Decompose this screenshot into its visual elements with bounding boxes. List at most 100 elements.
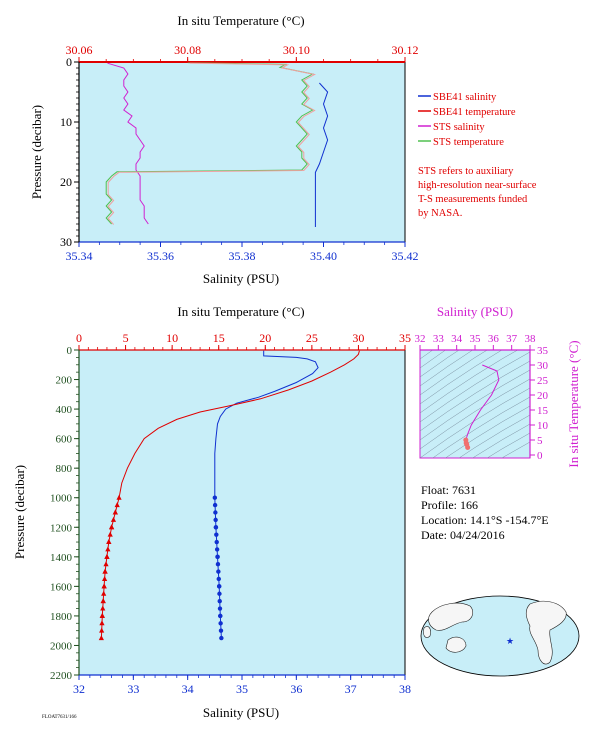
temperature-marker	[103, 561, 109, 567]
temperature-marker	[104, 553, 110, 559]
temperature-marker	[107, 531, 113, 537]
legend-label-sbe41-temperature: SBE41 temperature	[433, 107, 516, 118]
salinity-marker	[215, 554, 220, 560]
near-surface-x-axis-label: Salinity (PSU)	[203, 271, 279, 286]
density-contour	[420, 350, 474, 387]
series-temperature	[100, 350, 360, 639]
near-surface-pressure-tick-label: 10	[60, 115, 72, 129]
salinity-marker	[213, 525, 219, 530]
temperature-marker	[99, 620, 105, 626]
deep-temperature-tick-label: 5	[123, 331, 129, 345]
deep-temperature-tick-label: 0	[76, 331, 82, 345]
sts-note-line: T-S measurements funded	[418, 194, 528, 205]
near-surface-salinity-tick-label: 35.38	[229, 249, 256, 263]
near-surface-pressure-tick-label: 20	[60, 175, 72, 189]
temperature-marker	[109, 524, 115, 530]
density-contour	[420, 351, 530, 423]
density-contour	[420, 350, 518, 414]
near-surface-pressure-tick-label: 0	[66, 55, 72, 69]
deep-temperature-tick-label: 10	[166, 331, 178, 345]
deep-salinity-tick-label: 33	[127, 682, 139, 696]
salinity-marker	[218, 613, 223, 619]
deep-pressure-tick-label: 1000	[50, 493, 73, 505]
density-contour	[432, 396, 530, 458]
ts-diagram-axes: 32 33 34 35 36 37 38 0 5 10 15 20 25 30 35	[415, 333, 549, 462]
deep-profile-series	[98, 350, 360, 641]
salinity-marker	[217, 606, 223, 611]
deep-profile-y-axis-label: Pressure (decibar)	[12, 465, 27, 559]
deep-profile-x-axis-label: Salinity (PSU)	[203, 705, 279, 720]
legend-label-sts-temperature: STS temperature	[433, 137, 504, 148]
deep-pressure-tick-label: 1200	[50, 522, 73, 534]
near-surface-top-axis-label: In situ Temperature (°C)	[177, 13, 304, 28]
sts-note-line: by NASA.	[418, 208, 462, 219]
salinity-marker	[217, 591, 222, 596]
near-surface-temperature-tick-label: 30.12	[392, 43, 419, 57]
ts-salinity-tick-label: 35	[470, 333, 482, 345]
salinity-marker	[219, 635, 224, 641]
near-surface-salinity-tick-label: 35.40	[310, 249, 337, 263]
deep-salinity-tick-label: 36	[290, 682, 302, 696]
temperature-marker	[112, 509, 118, 515]
deep-pressure-tick-label: 200	[56, 375, 73, 387]
deep-temperature-tick-label: 15	[213, 331, 225, 345]
density-contour	[458, 414, 530, 458]
deep-pressure-tick-label: 0	[67, 345, 73, 357]
legend: SBE41 salinity SBE41 temperature STS sal…	[418, 92, 537, 219]
temperature-marker	[100, 605, 106, 611]
sts-note-line: STS refers to auxiliary	[418, 166, 514, 177]
density-contour	[420, 350, 503, 405]
density-contour	[486, 432, 530, 458]
density-contour	[472, 423, 530, 458]
salinity-marker	[218, 628, 224, 633]
ts-temperature-tick-label: 15	[537, 405, 549, 417]
density-contour	[420, 369, 530, 441]
float-info: Float: 7631 Profile: 166 Location: 14.1°…	[421, 483, 549, 542]
ts-density-contours	[420, 350, 530, 458]
ts-temperature-tick-label: 0	[537, 450, 543, 462]
near-surface-salinity-tick-label: 35.42	[392, 249, 419, 263]
ts-temperature-tick-label: 20	[537, 390, 549, 402]
footer-tag: FLOAT7631/166	[42, 715, 77, 720]
series-sts-temperature-overlay	[107, 62, 317, 225]
temperature-marker	[110, 516, 117, 522]
near-surface-salinity-tick-label: 35.36	[147, 249, 174, 263]
world-map: ★	[420, 595, 580, 677]
map-land-asia	[428, 602, 474, 631]
deep-salinity-tick-label: 38	[399, 682, 411, 696]
temperature-marker	[114, 502, 120, 508]
sts-note: STS refers to auxiliary high-resolution n…	[418, 166, 537, 219]
ts-temperature-tick-label: 25	[537, 375, 549, 387]
deep-temperature-tick-label: 20	[259, 331, 271, 345]
ts-salinity-tick-label: 38	[525, 333, 537, 345]
deep-pressure-tick-label: 800	[56, 463, 73, 475]
ts-diagram: 32 33 34 35 36 37 38 0 5 10 15 20 25 30 35 Salinity (P…	[415, 304, 582, 468]
deep-pressure-tick-label: 2200	[50, 670, 73, 682]
temperature-marker	[99, 627, 105, 633]
density-contour	[445, 405, 530, 458]
temperature-marker	[106, 539, 112, 545]
salinity-marker	[213, 510, 218, 515]
density-contour	[420, 350, 488, 396]
ts-diagram-plot-area	[419, 349, 531, 459]
deep-pressure-tick-label: 2000	[50, 640, 73, 652]
deep-pressure-tick-label: 400	[56, 404, 73, 416]
ts-salinity-tick-label: 34	[451, 333, 463, 345]
legend-label-sts-salinity: STS salinity	[433, 122, 485, 133]
deep-salinity-tick-label: 35	[236, 682, 248, 696]
deep-profile-axes: 32 33 34 35 36 37 38 0 5 10 15 20 25 30 35 0 200 400 600 80…	[50, 331, 411, 696]
density-contour	[420, 378, 530, 450]
salinity-marker	[212, 495, 218, 500]
deep-temperature-tick-label: 25	[306, 331, 318, 345]
temperature-marker	[101, 583, 107, 589]
deep-salinity-tick-label: 37	[345, 682, 357, 696]
ts-diagram-top-axis-label: Salinity (PSU)	[437, 304, 513, 319]
ts-temperature-tick-label: 35	[537, 345, 549, 357]
deep-profile-chart: 32 33 34 35 36 37 38 0 5 10 15 20 25 30 35 0 200 400 600 80…	[12, 304, 411, 720]
near-surface-temperature-tick-label: 30.10	[283, 43, 310, 57]
salinity-marker	[218, 621, 223, 626]
ts-temperature-tick-label: 5	[537, 435, 543, 447]
float-location-marker: ★	[506, 636, 514, 646]
